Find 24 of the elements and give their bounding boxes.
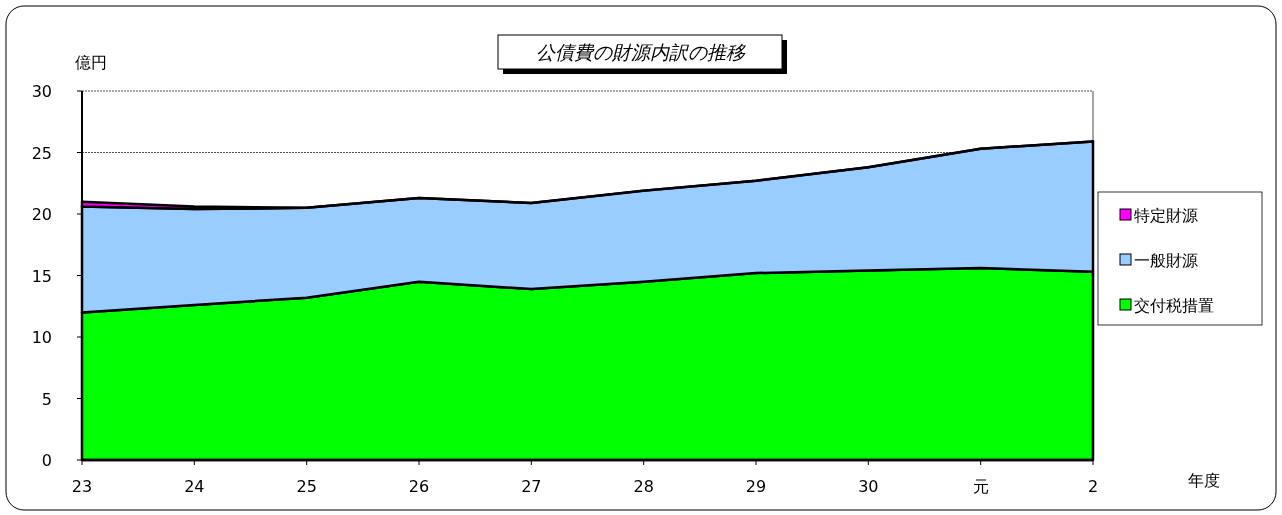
x-tick-label: 26 xyxy=(408,477,430,496)
x-tick-label: 29 xyxy=(745,477,767,496)
y-tick-label: 30 xyxy=(31,82,52,101)
legend-label: 一般財源 xyxy=(1134,251,1198,270)
y-tick-label: 15 xyxy=(31,266,52,286)
x-tick-label: 元 xyxy=(972,477,989,496)
y-axis-title: 億円 xyxy=(75,53,107,72)
y-tick-label: 0 xyxy=(41,451,52,470)
x-tick-label: 30 xyxy=(858,477,879,496)
legend-label: 交付税措置 xyxy=(1134,296,1214,315)
legend-label: 特定財源 xyxy=(1134,206,1198,225)
x-tick-label: 25 xyxy=(296,477,317,496)
x-tick-label: 23 xyxy=(71,477,93,496)
y-tick-label: 5 xyxy=(41,389,52,409)
x-tick-label: 27 xyxy=(521,477,542,496)
chart-title: 公債費の財源内訳の推移 xyxy=(535,41,747,63)
x-tick-label: 28 xyxy=(633,477,654,496)
title: 公債費の財源内訳の推移 xyxy=(497,34,787,74)
x-tick-label: 24 xyxy=(184,477,205,496)
y-tick-label: 25 xyxy=(31,143,52,163)
y-tick-label: 10 xyxy=(31,328,52,347)
y-tick-label: 20 xyxy=(31,205,52,224)
x-tick-label: 2 xyxy=(1087,477,1099,496)
text: 年度 xyxy=(1188,471,1220,490)
